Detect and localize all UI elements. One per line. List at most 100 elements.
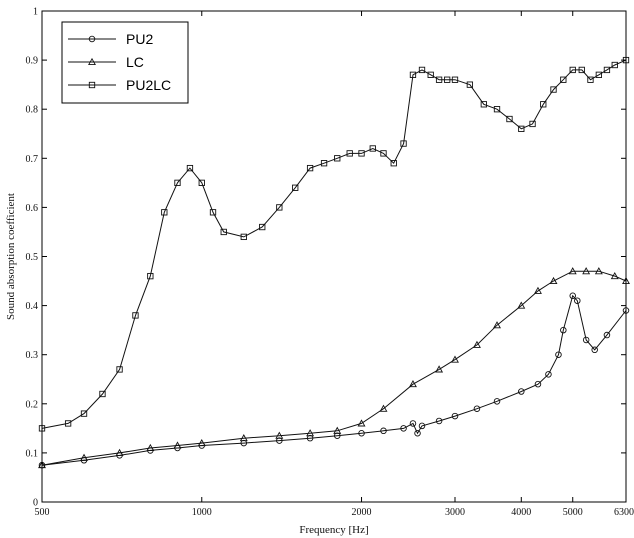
data-point-pu2	[435, 417, 443, 425]
y-tick-label: 0.6	[26, 203, 39, 214]
data-point-pu2lc	[569, 66, 576, 74]
data-point-pu2	[545, 371, 552, 378]
legend-label: PU2LC	[126, 77, 171, 93]
x-tick-label: 2000	[352, 507, 372, 518]
data-point-pu2	[358, 430, 365, 437]
legend-marker-triangle	[88, 57, 96, 66]
data-point-pu2lc	[578, 66, 585, 74]
legend-marker-square	[88, 81, 96, 89]
data-point-pu2lc	[409, 71, 417, 78]
data-point-pu2	[574, 297, 581, 304]
legend-item-pu2lc: PU2LC	[68, 77, 171, 93]
data-point-pu2lc	[540, 101, 547, 108]
data-point-pu2lc	[292, 184, 299, 191]
data-point-pu2lc	[444, 76, 451, 83]
ticks-layer: 500 1000 2000 3000 4000 5000 6300 0 0.1 0.2 0.3 0.4…	[26, 7, 634, 519]
data-point-lc	[451, 355, 459, 363]
data-point-pu2lc	[400, 140, 407, 147]
data-point-lc	[493, 321, 501, 329]
data-point-pu2lc	[587, 76, 594, 83]
data-point-pu2lc	[493, 106, 501, 113]
data-point-pu2	[493, 398, 501, 405]
data-point-pu2lc	[451, 76, 459, 83]
legend-marker-circle	[88, 35, 96, 43]
data-point-pu2	[555, 351, 562, 358]
data-point-pu2lc	[259, 223, 266, 231]
data-point-pu2lc	[506, 115, 513, 123]
data-point-lc	[275, 431, 284, 439]
data-point-pu2lc	[390, 160, 397, 167]
y-tick-label: 0.4	[26, 301, 39, 312]
series-line-lc	[41, 270, 627, 466]
data-point-pu2lc	[435, 76, 443, 83]
data-point-pu2lc	[334, 155, 341, 162]
data-point-pu2	[603, 331, 611, 339]
data-point-pu2	[380, 427, 387, 435]
data-point-lc	[173, 441, 182, 449]
data-point-lc	[115, 448, 124, 456]
y-tick-label: 0.7	[26, 154, 39, 165]
data-point-pu2lc	[132, 312, 139, 319]
data-point-pu2	[582, 336, 590, 344]
data-point-pu2lc	[611, 61, 618, 69]
data-point-pu2	[473, 405, 481, 412]
x-tick-label: 500	[35, 507, 50, 518]
legend-label: LC	[126, 54, 144, 70]
data-point-lc	[379, 404, 388, 412]
data-point-pu2lc	[64, 420, 72, 427]
legend-item-lc: LC	[68, 54, 144, 70]
y-tick-label: 0.8	[26, 105, 39, 116]
data-point-lc	[197, 438, 206, 447]
data-point-pu2lc	[466, 81, 474, 88]
data-point-pu2lc	[427, 71, 434, 78]
data-point-pu2lc	[198, 179, 205, 186]
y-tick-label: 0.9	[26, 56, 39, 67]
data-point-pu2lc	[358, 150, 365, 157]
data-point-pu2	[451, 412, 459, 420]
y-tick-label: 0.3	[26, 350, 39, 361]
data-point-lc	[517, 301, 526, 309]
y-tick-label: 0.1	[26, 448, 39, 459]
data-point-pu2	[418, 422, 426, 430]
data-point-lc	[408, 380, 417, 388]
legend-item-pu2: PU2	[68, 31, 153, 47]
series-layer	[38, 56, 630, 469]
data-point-pu2lc	[80, 410, 88, 417]
data-point-lc	[568, 267, 577, 275]
data-point-pu2	[518, 388, 525, 395]
y-tick-label: 1	[33, 7, 38, 18]
data-point-pu2lc	[320, 160, 328, 167]
data-point-pu2	[591, 346, 598, 354]
data-point-pu2lc	[369, 145, 376, 152]
data-point-pu2lc	[161, 209, 168, 216]
data-point-pu2lc	[418, 66, 426, 74]
data-point-pu2lc	[603, 66, 611, 74]
data-point-pu2lc	[518, 125, 525, 132]
data-point-lc	[146, 443, 155, 451]
legend-label: PU2	[126, 31, 153, 47]
series-pu2lc	[38, 56, 630, 432]
y-axis-label: Sound absorption coefficient	[5, 193, 17, 320]
x-tick-label: 5000	[563, 507, 583, 518]
x-tick-label: 1000	[192, 507, 212, 518]
data-point-pu2lc	[116, 366, 123, 373]
x-tick-label: 4000	[511, 507, 531, 518]
data-point-pu2	[409, 420, 417, 427]
data-point-pu2lc	[550, 86, 557, 93]
data-point-pu2lc	[276, 204, 283, 211]
data-point-lc	[472, 340, 481, 348]
data-point-lc	[357, 419, 366, 427]
data-point-pu2	[400, 425, 407, 432]
data-point-lc	[435, 365, 444, 373]
series-line-pu2	[41, 294, 627, 466]
data-point-pu2lc	[380, 150, 387, 157]
data-point-pu2lc	[346, 150, 353, 157]
data-point-lc	[610, 272, 619, 280]
data-point-pu2	[534, 380, 542, 388]
y-tick-label: 0	[33, 498, 38, 509]
data-point-pu2lc	[306, 164, 314, 172]
data-point-lc	[594, 267, 603, 275]
